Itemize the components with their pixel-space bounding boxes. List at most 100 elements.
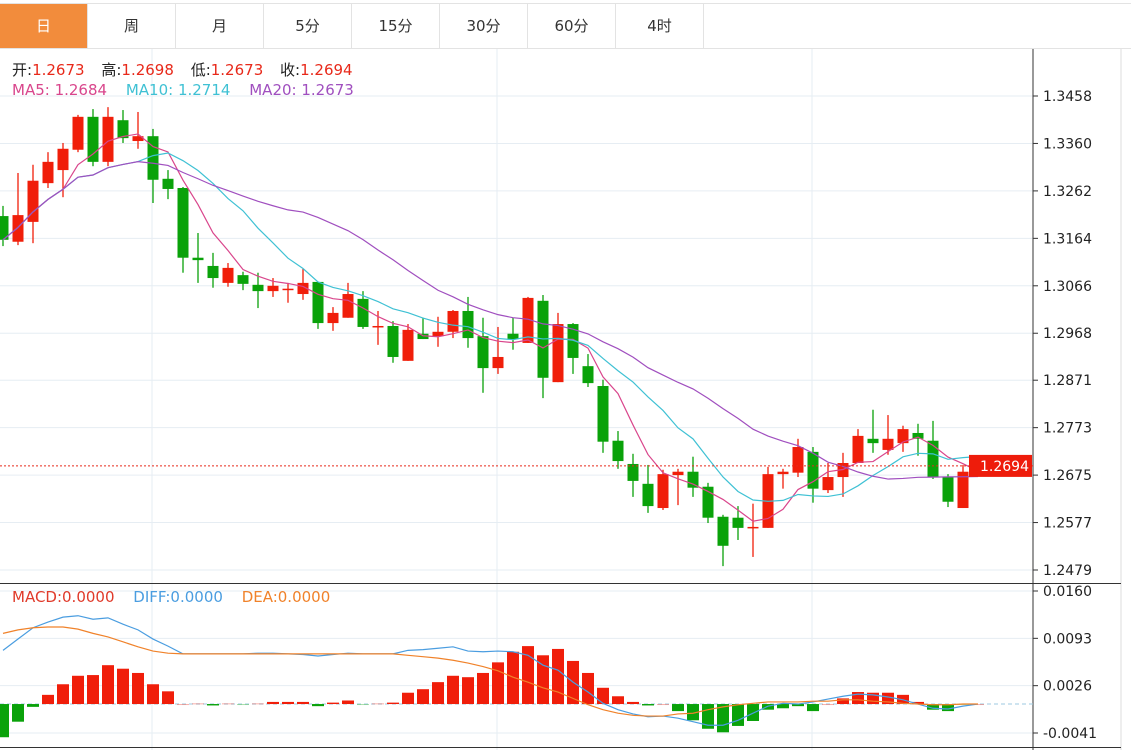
- macd-bar: [597, 687, 609, 705]
- candle-body: [117, 120, 129, 139]
- price-tick-label: 1.3066: [1043, 279, 1092, 295]
- macd-bar: [12, 704, 24, 722]
- macd-bar: [837, 698, 849, 705]
- candle-body: [147, 136, 159, 180]
- candle: [312, 281, 324, 329]
- candle-body: [627, 463, 639, 481]
- candle: [222, 263, 234, 287]
- macd-bar: [777, 704, 789, 709]
- ma10-legend: MA10: 1.2714: [125, 81, 231, 99]
- candle-body: [687, 471, 699, 488]
- macd-bar: [447, 675, 459, 705]
- candle: [297, 268, 309, 300]
- tab-60min[interactable]: 60分: [528, 4, 616, 48]
- candle-body: [417, 333, 429, 340]
- candle-body: [852, 435, 864, 463]
- candle: [12, 172, 24, 246]
- tab-15min[interactable]: 15分: [352, 4, 440, 48]
- candle-body: [447, 310, 459, 332]
- diff-legend-value: DIFF:0.0000: [133, 588, 223, 606]
- macd-bar: [522, 646, 534, 705]
- tab-day[interactable]: 日: [0, 4, 88, 48]
- price-tick-label: 1.2968: [1043, 326, 1092, 342]
- candle-body: [747, 526, 759, 529]
- macd-bar: [642, 704, 654, 706]
- candle-body: [297, 282, 309, 295]
- low-label: 低:: [190, 61, 211, 79]
- macd-tick-label: 0.0026: [1043, 679, 1092, 695]
- macd-bar: [162, 691, 174, 705]
- dea-legend-value: DEA:0.0000: [241, 588, 331, 606]
- candle-body: [822, 477, 834, 491]
- tab-4hour[interactable]: 4时: [616, 4, 704, 48]
- candle: [882, 415, 894, 455]
- candle: [252, 272, 264, 309]
- candle-body: [327, 312, 339, 324]
- macd-bar: [57, 684, 69, 705]
- candle: [927, 420, 939, 479]
- macd-bar: [687, 704, 699, 721]
- tab-month[interactable]: 月: [176, 4, 264, 48]
- candle-body: [72, 116, 84, 150]
- candle-body: [312, 281, 324, 324]
- macd-bar: [612, 696, 624, 705]
- macd-bar: [507, 651, 519, 705]
- current-price-badge: [969, 454, 1032, 477]
- candle-body: [807, 451, 819, 489]
- candle-body: [222, 267, 234, 283]
- price-tick-label: 1.3360: [1043, 136, 1092, 152]
- ma20-legend: MA20: 1.2673: [249, 81, 354, 99]
- candle: [912, 423, 924, 456]
- candle-body: [267, 285, 279, 292]
- candle: [687, 456, 699, 497]
- candle: [477, 317, 489, 393]
- macd-legend: MACD:0.0000 DIFF:0.0000 DEA:0.0000: [12, 588, 330, 606]
- candle-body: [12, 215, 24, 242]
- candle: [72, 114, 84, 153]
- macd-bar: [417, 689, 429, 705]
- candle-body: [87, 116, 99, 162]
- macd-bar: [177, 704, 189, 706]
- candle: [282, 282, 294, 303]
- macd-bar: [267, 701, 279, 705]
- candle-body: [57, 148, 69, 171]
- candle-body: [597, 386, 609, 442]
- dea-line: [2, 626, 978, 717]
- candle-body: [672, 471, 684, 476]
- macd-bar: [132, 672, 144, 705]
- candle-body: [897, 429, 909, 444]
- macd-bar: [252, 703, 264, 705]
- macd-bar: [882, 692, 894, 705]
- candle-body: [612, 440, 624, 462]
- diff-line: [2, 615, 979, 726]
- candle: [522, 296, 534, 343]
- close-label: 收:: [280, 61, 301, 79]
- candle-body: [342, 294, 354, 318]
- candle: [237, 271, 249, 291]
- candle: [462, 296, 474, 348]
- candle-body: [102, 116, 114, 162]
- candle-body: [177, 187, 189, 258]
- candle: [717, 514, 729, 567]
- candle-body: [387, 325, 399, 357]
- tab-30min[interactable]: 30分: [440, 4, 528, 48]
- current-price-label: 1.2694: [980, 459, 1029, 475]
- candle-body: [777, 471, 789, 475]
- candle: [957, 464, 969, 509]
- candle: [582, 354, 594, 387]
- macd-bar: [72, 675, 84, 705]
- macd-bar: [207, 704, 219, 706]
- candle-body: [42, 161, 54, 184]
- tab-5min[interactable]: 5分: [264, 4, 352, 48]
- candle: [327, 307, 339, 331]
- price-tick-label: 1.2479: [1043, 563, 1092, 579]
- candle-body: [432, 331, 444, 337]
- macd-bar: [672, 704, 684, 712]
- tab-week[interactable]: 周: [88, 4, 176, 48]
- candle-body: [552, 324, 564, 383]
- candle: [897, 425, 909, 452]
- macd-bar: [657, 704, 669, 706]
- macd-bar: [327, 702, 339, 705]
